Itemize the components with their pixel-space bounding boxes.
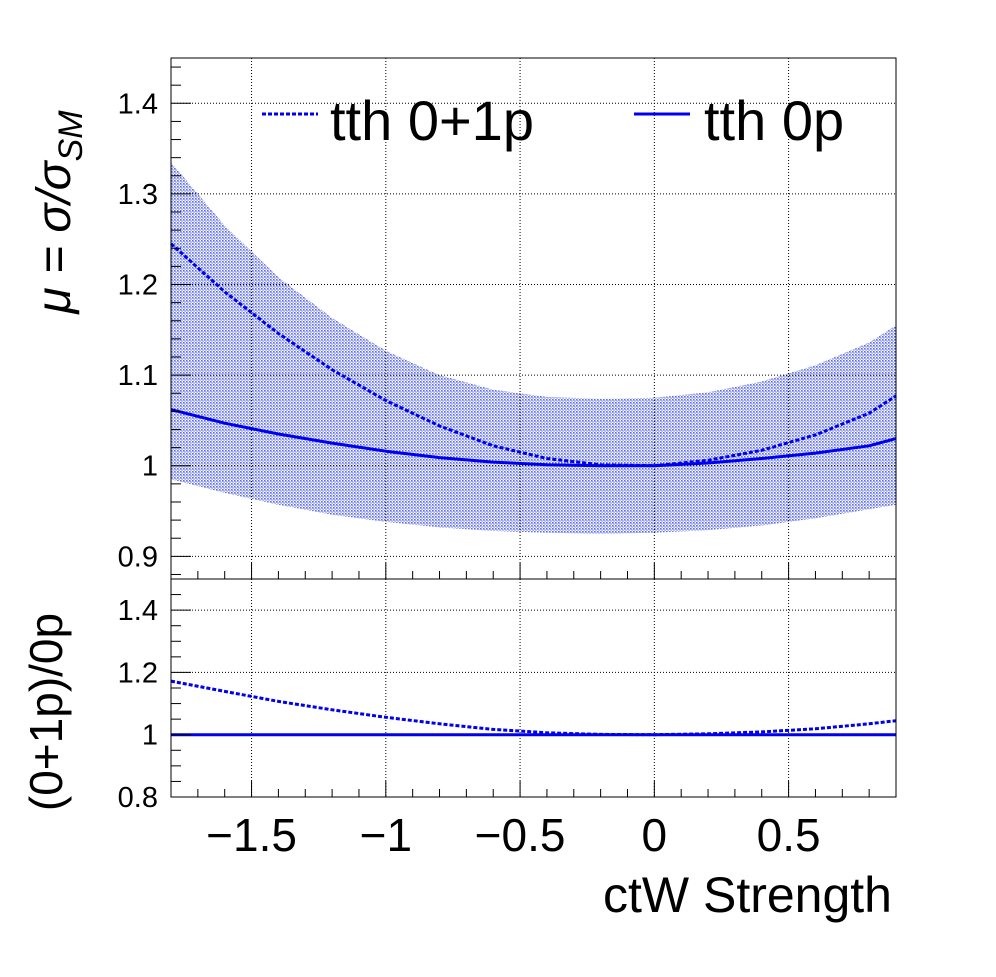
legend-label-tth-0-1p: tth 0+1p xyxy=(330,89,534,152)
ratio-series-line-tth-0-1p xyxy=(170,679,897,737)
main-y-tick-label: 1.2 xyxy=(118,270,158,302)
labels-layer: 0.9 1 1.1 1.2 1.3 1.4 0.8 1 1.2 1.4 −1.5 −1 −0.5 0 0.5… xyxy=(20,88,892,923)
ratio-y-tick-label: 1 xyxy=(142,720,158,752)
main-y-tick-label: 1.1 xyxy=(118,360,158,392)
main-y-tick-label: 0.9 xyxy=(118,541,158,573)
x-axis-title: ctW Strength xyxy=(603,867,892,923)
uncertainty-band-layer xyxy=(171,162,896,534)
ratio-y-tick-label: 0.8 xyxy=(118,782,158,814)
x-tick-label: 0 xyxy=(642,809,668,861)
ratio-plot-frame xyxy=(170,578,897,798)
main-y-tick-label: 1.3 xyxy=(118,179,158,211)
x-tick-label: −1.5 xyxy=(206,809,297,861)
main-series-line-tth-0-1p xyxy=(169,242,897,468)
main-y-tick-label: 1.4 xyxy=(118,88,158,120)
ratio-y-tick-label: 1.2 xyxy=(118,657,158,689)
legend: tth 0+1p tth 0p xyxy=(262,89,844,152)
legend-label-tth-0p: tth 0p xyxy=(704,89,844,152)
x-tick-label: 0.5 xyxy=(757,809,821,861)
ratio-y-tick-label: 1.4 xyxy=(118,595,158,627)
axes-layer xyxy=(170,57,897,798)
main-y-tick-label: 1 xyxy=(142,451,158,483)
series-layer xyxy=(169,242,897,737)
x-tick-label: −1 xyxy=(360,809,412,861)
x-tick-label: −0.5 xyxy=(475,809,566,861)
uncertainty-band xyxy=(171,162,896,534)
ratio-y-axis-title: (0+1p)/0p xyxy=(20,613,72,811)
main-y-axis-title: μ = σ/σSM xyxy=(28,110,90,316)
main-series-line-tth-0p xyxy=(170,408,897,468)
